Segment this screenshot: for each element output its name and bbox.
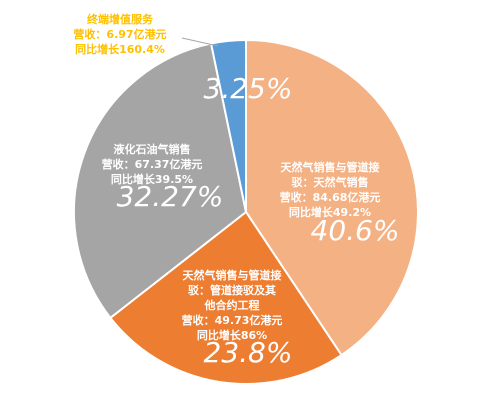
- slice-label-line: 同比增长39.5%: [111, 172, 193, 186]
- pie-labels: 天然气销售与管道接驳：天然气销售营收：84.68亿港元同比增长49.2%40.6…: [73, 12, 399, 369]
- slice-percent-label: 32.27%: [117, 180, 224, 213]
- slice-percent-label: 40.6%: [311, 214, 400, 247]
- slice-label-line: 同比增长49.2%: [289, 205, 371, 219]
- slice-label-line: 驳：天然气销售: [292, 175, 369, 189]
- slice-label-line: 天然气销售与管道接: [281, 160, 380, 174]
- slice-percent-label: 23.8%: [204, 336, 293, 369]
- slice-label-line: 营收：84.68亿港元: [280, 190, 381, 204]
- pie-slice: [109, 210, 343, 385]
- slice-label-line: 他合约工程: [204, 298, 260, 312]
- pie-slice: [209, 38, 247, 213]
- leader-line: [181, 37, 219, 47]
- slice-label-line: 天然气销售与管道接: [183, 268, 282, 282]
- slice-label-line: 同比增长160.4%: [75, 42, 165, 56]
- slice-label-line: 同比增长86%: [197, 328, 267, 342]
- slice-label-line: 营收：67.37亿港元: [102, 157, 203, 171]
- slice-label-line: 营收：49.73亿港元: [182, 313, 283, 327]
- pie-slice: [73, 42, 248, 320]
- slice-label-line: 终端增值服务: [87, 12, 154, 26]
- slice-percent-label: 3.25%: [204, 72, 293, 105]
- slice-label-line: 驳：管道接驳及其: [188, 283, 276, 297]
- pie-slices: [73, 38, 419, 385]
- slice-label-line: 营收：6.97亿港元: [73, 27, 166, 41]
- slice-label-line: 液化石油气销售: [114, 142, 191, 156]
